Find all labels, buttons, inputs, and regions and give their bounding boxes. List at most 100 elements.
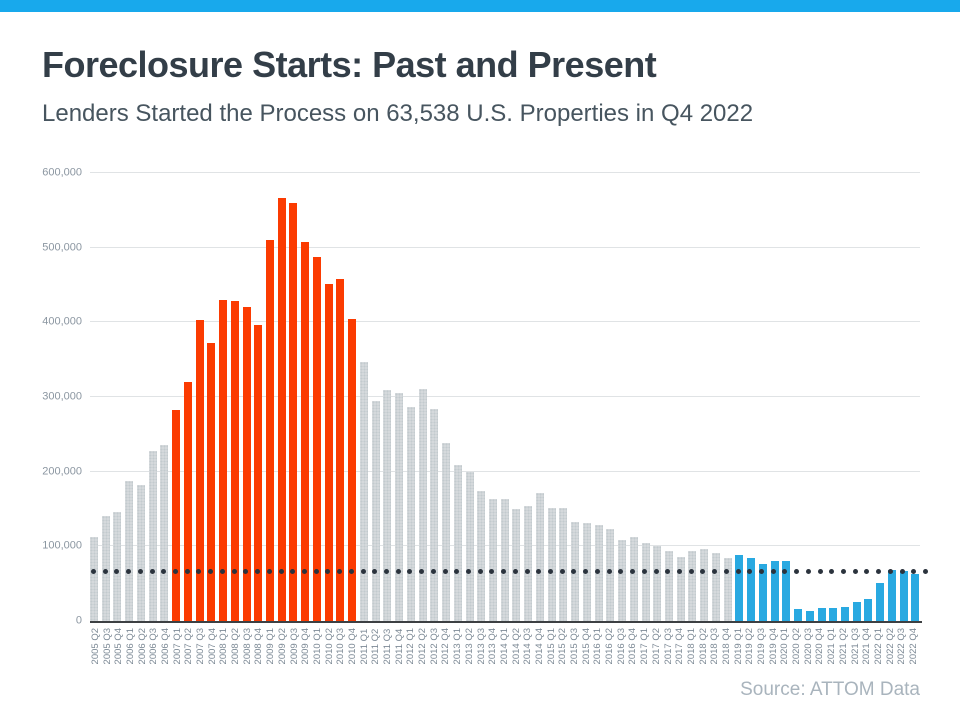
bar-2005-Q4 bbox=[113, 512, 122, 621]
bar-2010-Q3 bbox=[336, 279, 345, 621]
bar-2018-Q3 bbox=[711, 553, 720, 621]
reference-line-dot bbox=[665, 569, 671, 574]
reference-line-dot bbox=[911, 569, 917, 574]
top-accent-bar bbox=[0, 0, 960, 12]
bar-2014-Q2 bbox=[512, 509, 521, 621]
x-axis-tick-label: 2021 Q3 bbox=[849, 628, 861, 665]
x-axis-line bbox=[90, 621, 922, 623]
bar-2015-Q2 bbox=[559, 507, 568, 621]
x-axis-tick-label: 2022 Q3 bbox=[896, 628, 908, 665]
bar-2017-Q4 bbox=[676, 556, 685, 621]
reference-line-dot bbox=[653, 569, 659, 574]
bar-2020-Q1 bbox=[782, 561, 791, 621]
x-axis-tick-label: 2019 Q4 bbox=[767, 628, 779, 665]
x-axis-tick-label: 2020 Q3 bbox=[802, 628, 814, 665]
bar-2021-Q1 bbox=[829, 608, 838, 621]
reference-line-dot bbox=[571, 569, 577, 574]
x-axis-tick-label: 2021 Q4 bbox=[861, 628, 873, 665]
y-axis-tick-label: 100,000 bbox=[42, 539, 82, 552]
bar-2020-Q2 bbox=[794, 609, 803, 621]
x-axis-tick-label: 2009 Q3 bbox=[288, 628, 300, 665]
bar-2009-Q3 bbox=[289, 202, 298, 621]
x-axis-tick-label: 2019 Q2 bbox=[744, 628, 756, 665]
bar-2007-Q3 bbox=[195, 320, 204, 621]
bar-2008-Q2 bbox=[230, 300, 239, 621]
x-axis-tick-label: 2011 Q1 bbox=[358, 628, 370, 665]
bar-2016-Q4 bbox=[629, 536, 638, 621]
reference-line-dot bbox=[723, 569, 729, 574]
reference-line-dot bbox=[219, 569, 225, 574]
reference-line-dot bbox=[489, 569, 495, 574]
x-axis-tick-label: 2013 Q1 bbox=[452, 628, 464, 665]
bar-2007-Q2 bbox=[183, 382, 192, 621]
reference-line-dot bbox=[758, 569, 764, 574]
x-axis-labels: 2005 Q2 2005 Q3 2005 Q4 2006 Q1 2006 Q2 2006 … bbox=[90, 628, 920, 664]
grid-line bbox=[90, 321, 920, 323]
bar-2017-Q2 bbox=[653, 545, 662, 621]
bar-2013-Q3 bbox=[477, 491, 486, 621]
bar-2006-Q4 bbox=[160, 444, 169, 621]
x-axis-tick-label: 2017 Q1 bbox=[639, 628, 651, 665]
bar-2017-Q1 bbox=[641, 542, 650, 621]
reference-line-dot bbox=[583, 569, 589, 574]
x-axis-tick-label: 2007 Q3 bbox=[195, 628, 207, 665]
reference-line-dot bbox=[735, 569, 741, 574]
bar-2015-Q1 bbox=[547, 507, 556, 621]
reference-line-dot bbox=[231, 569, 237, 574]
bar-2018-Q4 bbox=[723, 558, 732, 621]
x-axis-tick-label: 2010 Q2 bbox=[323, 628, 335, 665]
reference-line-dot bbox=[676, 569, 682, 574]
bar-2022-Q3 bbox=[899, 570, 908, 621]
x-axis-tick-label: 2009 Q2 bbox=[276, 628, 288, 665]
bar-2021-Q4 bbox=[864, 599, 873, 621]
x-axis-tick-label: 2015 Q3 bbox=[569, 628, 581, 665]
reference-line-dot bbox=[149, 569, 155, 574]
x-axis-tick-label: 2012 Q4 bbox=[440, 628, 452, 665]
bar-2007-Q1 bbox=[172, 410, 181, 621]
reference-line-dot bbox=[630, 569, 636, 574]
reference-line-dot bbox=[255, 569, 261, 574]
x-axis-tick-label: 2020 Q1 bbox=[779, 628, 791, 665]
x-axis-tick-label: 2019 Q3 bbox=[756, 628, 768, 665]
reference-line-dot bbox=[454, 569, 460, 574]
reference-line-dot bbox=[290, 569, 296, 574]
bar-2009-Q1 bbox=[266, 240, 275, 621]
bar-2018-Q2 bbox=[700, 548, 709, 621]
reference-line-dot bbox=[243, 569, 249, 574]
reference-line-dot bbox=[137, 569, 143, 574]
x-axis-tick-label: 2009 Q4 bbox=[300, 628, 312, 665]
reference-line-dot bbox=[348, 569, 354, 574]
reference-line-dot bbox=[337, 569, 343, 574]
x-axis-tick-label: 2021 Q2 bbox=[837, 628, 849, 665]
bar-2008-Q4 bbox=[254, 324, 263, 621]
x-axis-tick-label: 2022 Q4 bbox=[907, 628, 919, 665]
bar-2009-Q2 bbox=[277, 198, 286, 621]
x-axis-tick-label: 2012 Q1 bbox=[405, 628, 417, 665]
reference-line-dot bbox=[383, 569, 389, 574]
x-axis-tick-label: 2013 Q3 bbox=[475, 628, 487, 665]
reference-line-dot bbox=[173, 569, 179, 574]
x-axis-tick-label: 2006 Q1 bbox=[124, 628, 136, 665]
reference-line-dot bbox=[712, 569, 718, 574]
bar-2011-Q2 bbox=[371, 401, 380, 621]
reference-line-dot bbox=[301, 569, 307, 574]
bar-2006-Q2 bbox=[136, 485, 145, 621]
x-axis-tick-label: 2013 Q4 bbox=[487, 628, 499, 665]
x-axis-tick-label: 2006 Q4 bbox=[159, 628, 171, 665]
bar-2014-Q4 bbox=[535, 492, 544, 621]
bar-2020-Q3 bbox=[805, 611, 814, 621]
reference-line-dot bbox=[829, 569, 835, 574]
reference-line-dot bbox=[501, 569, 507, 574]
x-axis-tick-label: 2022 Q2 bbox=[884, 628, 896, 665]
x-axis-tick-label: 2008 Q4 bbox=[253, 628, 265, 665]
bar-2012-Q1 bbox=[406, 407, 415, 621]
reference-line-dot bbox=[430, 569, 436, 574]
bar-2011-Q3 bbox=[383, 390, 392, 621]
bar-2021-Q3 bbox=[852, 601, 861, 621]
x-axis-tick-label: 2008 Q2 bbox=[230, 628, 242, 665]
bar-2019-Q4 bbox=[770, 560, 779, 621]
bar-2006-Q1 bbox=[125, 480, 134, 621]
grid-line bbox=[90, 172, 920, 173]
x-axis-tick-label: 2010 Q1 bbox=[311, 628, 323, 665]
reference-line-dot bbox=[102, 569, 108, 574]
